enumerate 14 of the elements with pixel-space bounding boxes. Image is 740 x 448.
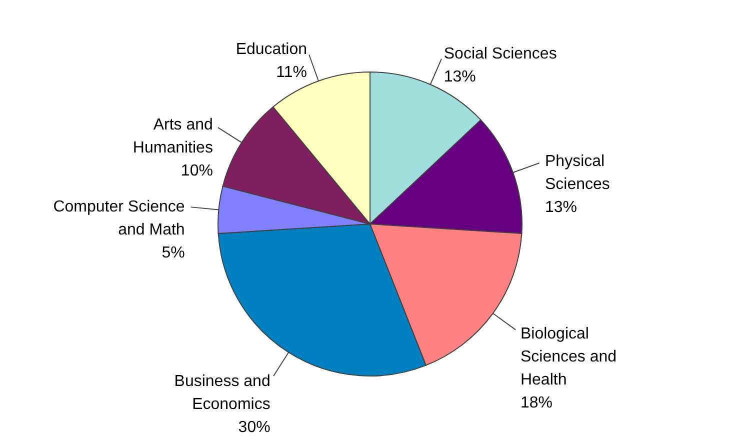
slice-label: Arts and Humanities (132, 116, 213, 156)
slice-label: Business and Economics (174, 373, 270, 414)
data-label: 30% (238, 419, 270, 436)
slice-label: Physical Sciences (545, 152, 610, 193)
data-label: 18% (520, 394, 553, 412)
slice-label: Education (236, 40, 307, 58)
data-label: 10% (180, 162, 213, 180)
data-label: 13% (444, 68, 476, 86)
slice-label: Social Sciences (444, 45, 557, 62)
data-label: 11% (276, 64, 307, 81)
data-label: 13% (545, 198, 578, 216)
slice-label: Computer Science and Math (53, 198, 185, 238)
data-label: 5% (162, 244, 185, 262)
slice-label: Biological Sciences and Health (520, 325, 617, 388)
